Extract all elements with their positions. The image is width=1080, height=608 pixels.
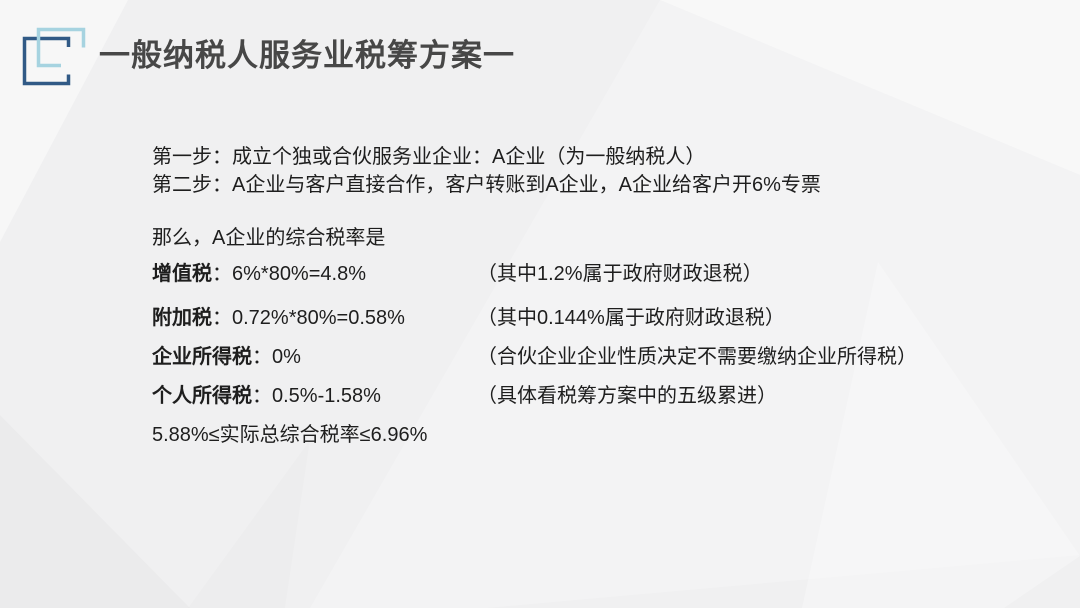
tax-table: 增值税：6%*80%=4.8% （其中1.2%属于政府财政退税） 附加税：0.7…	[152, 262, 1032, 447]
tax-note: （其中1.2%属于政府财政退税）	[477, 263, 763, 285]
tax-row-left: 个人所得税：0.5%-1.58%	[152, 384, 477, 408]
tax-row-left: 增值税：6%*80%=4.8%	[152, 262, 477, 286]
tax-note: （合伙企业企业性质决定不需要缴纳企业所得税）	[477, 346, 917, 368]
tax-note: （具体看税筹方案中的五级累进）	[477, 385, 777, 407]
tax-row-left: 企业所得税：0%	[152, 345, 477, 369]
tax-label: 附加税	[152, 307, 212, 329]
tax-row-personal-income: 个人所得税：0.5%-1.58% （具体看税筹方案中的五级累进）	[152, 384, 1032, 408]
label-separator: ：	[252, 385, 272, 407]
summary-line: 5.88%≤实际总综合税率≤6.96%	[152, 424, 428, 446]
tax-row-vat: 增值税：6%*80%=4.8% （其中1.2%属于政府财政退税）	[152, 262, 1032, 286]
overlapping-squares-logo-icon	[22, 27, 86, 86]
tax-row-corporate-income: 企业所得税：0% （合伙企业企业性质决定不需要缴纳企业所得税）	[152, 345, 1032, 369]
steps-block: 第一步：成立个独或合伙服务业企业：A企业（为一般纳税人） 第二步：A企业与客户直…	[152, 143, 821, 199]
slide-title: 一般纳税人服务业税筹方案一	[99, 38, 515, 73]
label-separator: ：	[212, 307, 232, 329]
step-line-2: 第二步：A企业与客户直接合作，客户转账到A企业，A企业给客户开6%专票	[152, 174, 821, 196]
tax-row-surtax: 附加税：0.72%*80%=0.58% （其中0.144%属于政府财政退税）	[152, 306, 1032, 330]
tax-value: 6%*80%=4.8%	[232, 263, 366, 285]
tax-label: 增值税	[152, 263, 212, 285]
tax-row-left: 附加税：0.72%*80%=0.58%	[152, 306, 477, 330]
label-separator: ：	[212, 263, 232, 285]
tax-value: 0.5%-1.58%	[272, 385, 381, 407]
tax-value: 0.72%*80%=0.58%	[232, 307, 405, 329]
tax-note: （其中0.144%属于政府财政退税）	[477, 307, 785, 329]
label-separator: ：	[252, 346, 272, 368]
step-line-1: 第一步：成立个独或合伙服务业企业：A企业（为一般纳税人）	[152, 146, 706, 168]
intro-line: 那么，A企业的综合税率是	[152, 227, 386, 249]
tax-value: 0%	[272, 346, 301, 368]
tax-label: 个人所得税	[152, 385, 252, 407]
tax-label: 企业所得税	[152, 346, 252, 368]
